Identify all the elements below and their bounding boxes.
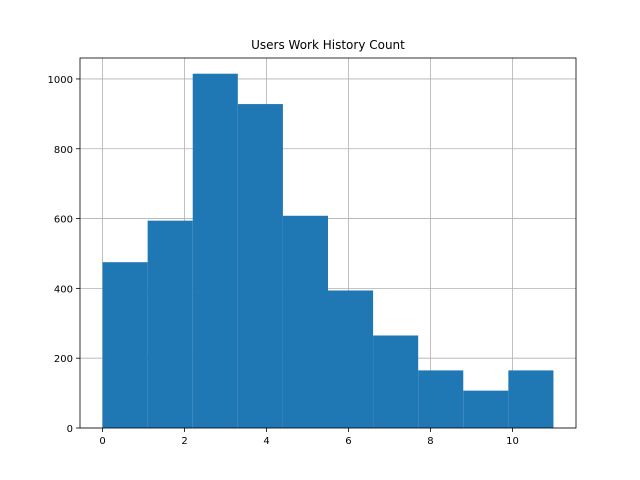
y-tick-label: 400 — [54, 284, 73, 295]
histogram-bar — [237, 104, 283, 428]
histogram-bar — [282, 215, 328, 428]
chart-title: Users Work History Count — [251, 38, 405, 52]
x-tick-label: 2 — [181, 436, 187, 447]
histogram-bar — [102, 262, 148, 428]
histogram-bar — [328, 290, 374, 428]
histogram-bar — [418, 370, 464, 428]
x-tick-label: 8 — [427, 436, 433, 447]
x-axis-ticks: 0 2 4 6 8 10 — [99, 428, 519, 447]
histogram-bar — [508, 370, 554, 428]
x-tick-label: 4 — [263, 436, 269, 447]
y-tick-label: 600 — [54, 215, 73, 226]
histogram-bar — [463, 390, 509, 428]
y-tick-label: 200 — [54, 354, 73, 365]
bars — [102, 73, 554, 428]
histogram-bar — [373, 335, 419, 428]
axes-border — [79, 57, 577, 429]
axes-frame — [79, 57, 577, 429]
x-tick-label: 0 — [99, 436, 105, 447]
y-tick-label: 1000 — [48, 75, 73, 86]
y-tick-label: 800 — [54, 145, 73, 156]
x-tick-label: 10 — [506, 436, 519, 447]
histogram-bar — [192, 73, 238, 428]
histogram-bar — [147, 220, 193, 428]
y-tick-label: 0 — [67, 424, 73, 435]
x-tick-label: 6 — [345, 436, 351, 447]
y-axis-ticks: 0 200 400 600 800 1000 — [48, 75, 80, 435]
